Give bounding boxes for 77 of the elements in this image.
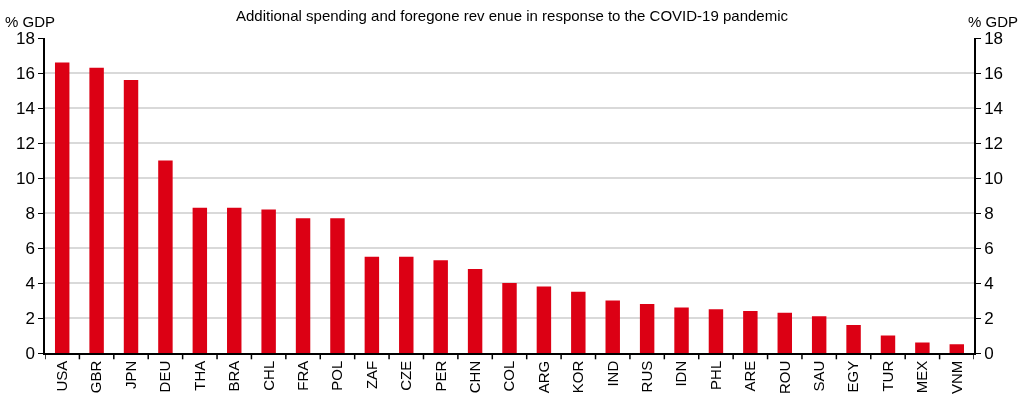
- x-tick-label: DEU: [156, 360, 174, 393]
- bar: [54, 62, 70, 353]
- x-tick-label: GBR: [87, 360, 105, 394]
- chart-title: Additional spending and foregone rev enue in response to the COVID-19 pandemic: [235, 6, 789, 24]
- bar: [330, 218, 345, 353]
- bar: [846, 325, 861, 353]
- bar: [571, 291, 586, 353]
- y2-tick-label: 2: [984, 308, 994, 328]
- y2-tick-label: 16: [984, 63, 1004, 83]
- bar: [743, 311, 758, 353]
- bar: [674, 307, 689, 353]
- y2-tick-label: 18: [984, 28, 1004, 48]
- bar: [502, 283, 517, 353]
- x-tick-label: PER: [431, 360, 449, 392]
- x-tick-label: THA: [190, 360, 208, 391]
- y-tick-label: 0: [25, 343, 35, 363]
- bar: [192, 207, 208, 353]
- bar: [467, 269, 483, 353]
- bar: [605, 300, 620, 353]
- y-tick-label: 8: [25, 203, 35, 223]
- y2-tick-label: 14: [984, 98, 1004, 118]
- x-tick-label: RUS: [638, 360, 656, 393]
- bar: [364, 256, 380, 353]
- x-tick-label: POL: [328, 360, 346, 391]
- y-tick-label: 16: [15, 63, 35, 83]
- y2-tick-label: 10: [984, 168, 1004, 188]
- bar: [915, 342, 930, 353]
- x-tick-label: JPN: [121, 360, 139, 390]
- bar: [949, 344, 965, 353]
- x-tick-label: PHL: [706, 360, 724, 390]
- y2-tick-label: 8: [984, 203, 994, 223]
- x-tick-label: VNM: [947, 360, 965, 395]
- x-tick-label: EGY: [844, 360, 862, 393]
- y-tick-label: 10: [15, 168, 35, 188]
- x-tick-label: TUR: [878, 360, 896, 392]
- bar: [811, 316, 827, 353]
- bar: [123, 80, 139, 353]
- x-tick-label: COL: [500, 360, 518, 392]
- x-tick-label: KOR: [569, 360, 587, 394]
- bar: [639, 304, 655, 353]
- bar: [89, 67, 104, 353]
- x-tick-label: IDN: [672, 360, 690, 387]
- x-tick-label: CHL: [259, 360, 277, 391]
- bar: [708, 309, 724, 353]
- y-tick-label: 6: [25, 238, 35, 258]
- bar: [536, 286, 552, 353]
- bar: [158, 160, 173, 353]
- x-tick-label: USA: [53, 360, 71, 392]
- bar: [399, 256, 414, 353]
- y-tick-label: 14: [15, 98, 35, 118]
- y-tick-label: 12: [15, 133, 35, 153]
- x-tick-label: ZAF: [362, 360, 380, 390]
- y-tick-label: 18: [15, 28, 35, 48]
- bar: [227, 207, 242, 353]
- bar: [261, 209, 276, 353]
- bar: [880, 335, 896, 353]
- x-tick-label: MEX: [913, 360, 931, 394]
- bar: [433, 260, 448, 353]
- y2-tick-label: 4: [984, 273, 994, 293]
- y-tick-label: 4: [25, 273, 35, 293]
- x-tick-label: ARE: [741, 360, 759, 392]
- x-tick-label: BRA: [225, 360, 243, 392]
- x-tick-label: FRA: [293, 360, 311, 391]
- x-tick-label: IND: [603, 360, 621, 387]
- x-tick-label: ROU: [775, 360, 793, 395]
- bar: [777, 312, 792, 353]
- x-tick-label: CHN: [465, 360, 483, 394]
- y-axis-title: % GDP: [5, 13, 56, 30]
- y-tick-label: 2: [25, 308, 35, 328]
- y2-tick-label: 6: [984, 238, 994, 258]
- x-tick-label: SAU: [810, 360, 828, 392]
- y2-tick-label: 12: [984, 133, 1004, 153]
- x-tick-label: ARG: [534, 360, 552, 394]
- y2-axis-title: % GDP: [968, 13, 1019, 30]
- x-tick-label: CZE: [397, 360, 415, 391]
- bar: [295, 218, 311, 353]
- y2-tick-label: 0: [984, 343, 994, 363]
